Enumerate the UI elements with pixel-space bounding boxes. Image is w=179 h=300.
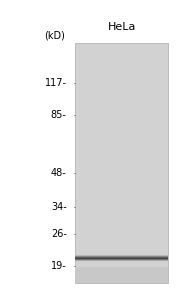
Text: 48-: 48- (51, 168, 67, 178)
Bar (76, 267, 168, 283)
Text: 19-: 19- (51, 261, 67, 271)
Text: 85-: 85- (51, 110, 67, 120)
Text: 34-: 34- (51, 202, 67, 212)
Text: (kD): (kD) (44, 30, 65, 40)
Bar (76, 43, 168, 283)
Text: 117-: 117- (45, 78, 67, 88)
Text: HeLa: HeLa (108, 22, 136, 32)
Text: 26-: 26- (51, 229, 67, 239)
